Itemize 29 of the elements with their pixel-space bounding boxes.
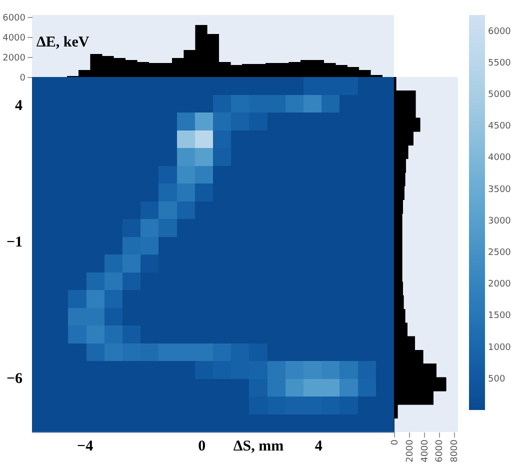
color-bar-label: 4500 xyxy=(488,122,512,132)
color-bar-label: 4000 xyxy=(488,153,512,164)
color-bar-label: 3500 xyxy=(488,184,512,195)
y-tick-label: 4 xyxy=(15,98,23,114)
y-tick-label: −6 xyxy=(6,370,23,387)
color-bar-label: 5500 xyxy=(488,58,512,68)
y-axis-title: ΔE, keV xyxy=(36,34,90,50)
y-tick-label: 0 xyxy=(20,74,26,84)
y-tick-label: 4000 xyxy=(2,34,26,44)
color-bar-label: 1000 xyxy=(488,342,512,353)
color-bar-label: 6000 xyxy=(488,26,512,37)
color-bar-label: 1500 xyxy=(488,311,512,322)
color-bar-label: 3000 xyxy=(488,216,512,226)
x-tick-label: 0 xyxy=(390,439,400,446)
color-bar-label: 2500 xyxy=(488,248,512,258)
color-bar-label: 5000 xyxy=(488,90,512,100)
y-tick-label: 6000 xyxy=(2,14,26,24)
x-axis-title: ΔS, mm xyxy=(233,438,284,454)
x-tick-label: −4 xyxy=(77,438,94,454)
color-bar-label: 500 xyxy=(488,374,506,384)
x-tick-label: 0 xyxy=(198,438,206,454)
y-tick-label: 2000 xyxy=(2,54,26,64)
x-tick-label: 2000 xyxy=(405,439,416,462)
x-tick-label: 8000 xyxy=(450,439,460,462)
color-bar-label: 2000 xyxy=(488,280,512,290)
x-tick-label: 4000 xyxy=(420,439,430,462)
y-tick-label: −1 xyxy=(6,234,22,250)
x-tick-label: 6000 xyxy=(435,439,446,462)
x-tick-label: 4 xyxy=(314,438,323,454)
